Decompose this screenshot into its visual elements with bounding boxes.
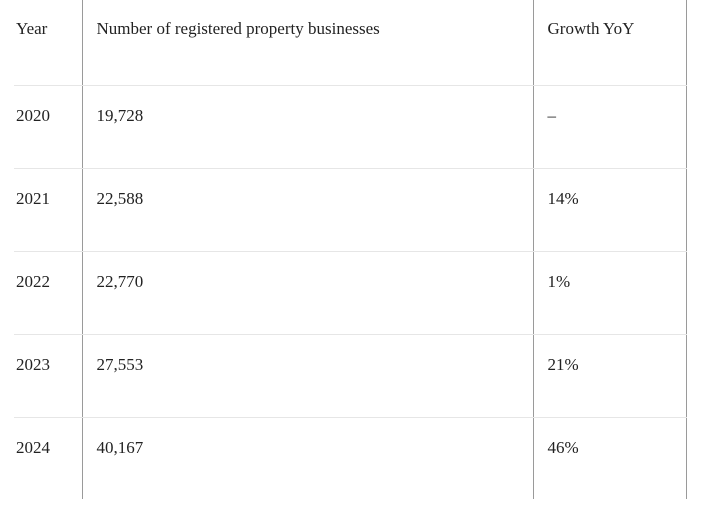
cell-growth: 1% bbox=[532, 251, 687, 335]
cell-number: 40,167 bbox=[81, 417, 533, 499]
header-growth: Growth YoY bbox=[532, 0, 687, 86]
cell-number: 22,770 bbox=[81, 251, 533, 335]
table-row: 2023 27,553 21% bbox=[14, 334, 687, 418]
cell-year: 2021 bbox=[14, 168, 82, 252]
cell-year: 2023 bbox=[14, 334, 82, 418]
table-row: 2022 22,770 1% bbox=[14, 251, 687, 335]
header-number: Number of registered property businesses bbox=[81, 0, 533, 86]
cell-year: 2020 bbox=[14, 85, 82, 169]
property-businesses-table: Year Number of registered property busin… bbox=[14, 0, 687, 499]
cell-growth: 46% bbox=[532, 417, 687, 499]
table-row: 2020 19,728 – bbox=[14, 85, 687, 169]
cell-growth: 21% bbox=[532, 334, 687, 418]
cell-number: 27,553 bbox=[81, 334, 533, 418]
data-table-container: Year Number of registered property busin… bbox=[14, 0, 687, 499]
cell-growth: 14% bbox=[532, 168, 687, 252]
table-header-row: Year Number of registered property busin… bbox=[14, 0, 687, 86]
table-row: 2021 22,588 14% bbox=[14, 168, 687, 252]
cell-year: 2024 bbox=[16, 437, 50, 457]
cell-number: 19,728 bbox=[81, 85, 533, 169]
cell-year: 2022 bbox=[14, 251, 82, 335]
cell-number: 22,588 bbox=[81, 168, 533, 252]
header-year: Year bbox=[14, 0, 82, 86]
table-row: 2024 40,167 46% bbox=[14, 417, 687, 499]
cell-growth: – bbox=[532, 85, 687, 169]
